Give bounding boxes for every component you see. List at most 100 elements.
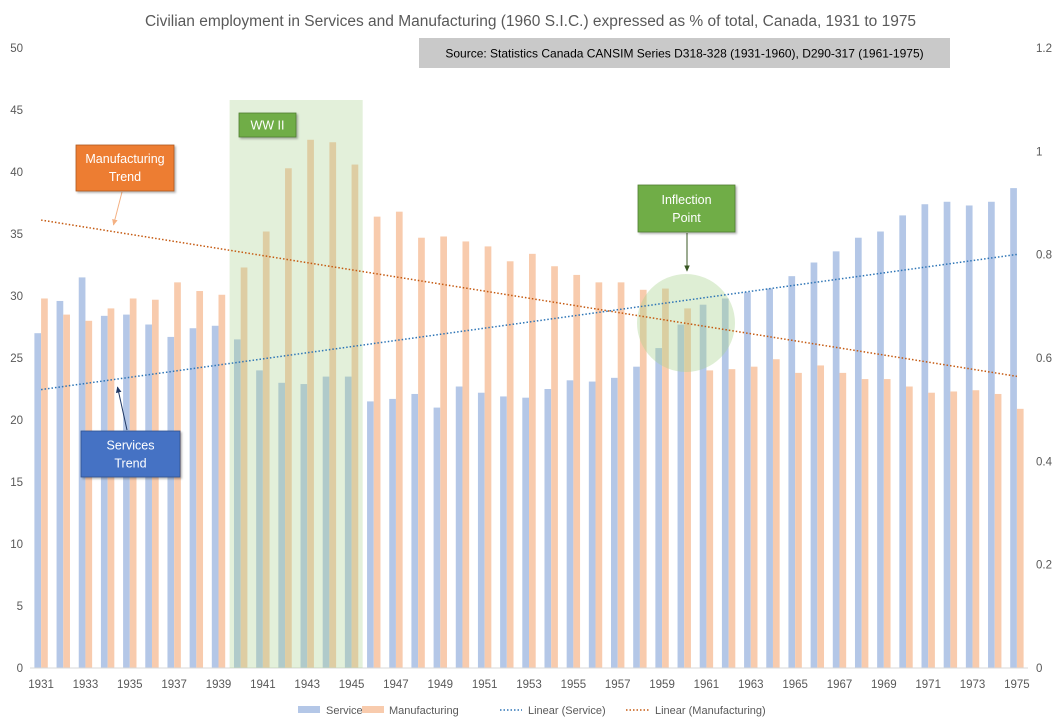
legend-label-manufacturing: Manufacturing: [389, 705, 459, 717]
manufacturing-trend-callout: Manufacturing Trend: [75, 144, 175, 226]
service-bar: [189, 328, 197, 668]
x-tick-label: 1959: [649, 679, 675, 691]
service-bar: [123, 314, 130, 668]
inflection-highlight-circle: [637, 274, 735, 372]
legend-label-linear-manufacturing: Linear (Manufacturing): [655, 705, 766, 717]
x-tick-label: 1973: [960, 679, 986, 691]
service-bar: [256, 370, 263, 668]
manufacturing-bar: [817, 365, 825, 668]
service-bar: [455, 386, 463, 668]
y2-tick-label: 0.8: [1036, 250, 1052, 262]
service-bar: [211, 325, 219, 668]
service-bar: [699, 304, 707, 668]
manufacturing-bar: [529, 253, 536, 668]
service-bar: [766, 288, 773, 668]
x-tick-label: 1935: [117, 679, 143, 691]
source-note-box: [419, 38, 950, 68]
y2-tick-label: 0.4: [1036, 456, 1053, 468]
manufacturing-bar: [1016, 408, 1024, 668]
service-bar: [344, 376, 352, 668]
manufacturing-bar: [462, 241, 470, 668]
manufacturing-bar: [994, 393, 1002, 668]
y2-tick-label: 1.2: [1036, 43, 1052, 55]
service-bar: [588, 381, 596, 668]
x-tick-label: 1965: [782, 679, 808, 691]
legend-swatch-service: [298, 706, 320, 713]
x-tick-label: 1943: [294, 679, 320, 691]
manufacturing-bar: [617, 282, 625, 668]
x-axis: 1931 1933 1935 1937 1939 1941 1943 1945 1947 1949…: [28, 679, 1029, 691]
x-tick-label: 1949: [427, 679, 453, 691]
y-tick-label: 20: [10, 415, 23, 427]
x-tick-label: 1951: [472, 679, 498, 691]
legend: Service Manufacturing Linear (Service) L…: [298, 705, 766, 717]
manufacturing-bar: [861, 379, 869, 668]
plot-area: [30, 139, 1028, 669]
manufacturing-bar: [906, 386, 913, 668]
service-bar: [788, 276, 796, 668]
x-tick-label: 1937: [161, 679, 187, 691]
legend-swatch-manufacturing: [362, 706, 384, 713]
inflection-point-label-line-2: Point: [672, 211, 701, 225]
legend-label-linear-service: Linear (Service): [528, 705, 606, 717]
legend-item-service: Service: [298, 705, 363, 717]
x-tick-label: 1933: [73, 679, 99, 691]
legend-item-manufacturing: Manufacturing: [362, 705, 459, 717]
manufacturing-bar: [196, 291, 204, 668]
manufacturing-bar: [351, 164, 359, 668]
legend-label-service: Service: [326, 705, 363, 717]
manufacturing-bar: [240, 267, 248, 668]
x-tick-label: 1963: [738, 679, 764, 691]
manufacturing-bar: [506, 261, 514, 668]
inflection-point-box: [637, 184, 736, 233]
y-tick-label: 50: [10, 43, 23, 55]
services-trend-callout: Services Trend: [80, 386, 181, 478]
service-bar: [500, 396, 507, 668]
service-bar: [278, 382, 286, 668]
manufacturing-bar: [218, 294, 226, 668]
manufacturing-bar: [950, 391, 958, 668]
service-bar: [145, 324, 152, 668]
manufacturing-bar: [373, 216, 381, 668]
services-trend-label-line-2: Trend: [114, 457, 146, 471]
manufacturing-trend-arrow: [112, 191, 123, 226]
service-bar: [633, 366, 640, 668]
y2-tick-label: 1: [1036, 146, 1042, 158]
service-bar: [477, 392, 485, 668]
y-tick-label: 45: [10, 105, 23, 117]
service-bar: [832, 251, 840, 669]
service-bar: [100, 315, 108, 668]
manufacturing-bar: [706, 370, 714, 668]
y2-tick-label: 0.2: [1036, 560, 1052, 572]
inflection-point-label-line-1: Inflection: [661, 193, 711, 207]
manufacturing-bar: [839, 372, 847, 668]
manufacturing-bar: [883, 379, 891, 668]
manufacturing-bar: [484, 246, 492, 668]
legend-item-linear-manufacturing: Linear (Manufacturing): [626, 705, 766, 717]
manufacturing-bar: [262, 231, 270, 668]
service-bar: [1010, 188, 1017, 668]
x-tick-label: 1953: [516, 679, 542, 691]
service-bar: [544, 389, 552, 668]
service-bar: [721, 298, 729, 668]
service-bars: [34, 188, 1017, 669]
service-bar: [921, 204, 929, 669]
y-tick-label: 35: [10, 229, 23, 241]
service-bar: [56, 300, 64, 668]
manufacturing-bar: [795, 372, 802, 668]
y-tick-label: 25: [10, 353, 23, 365]
x-tick-label: 1957: [605, 679, 631, 691]
x-tick-label: 1947: [383, 679, 409, 691]
manufacturing-bar: [684, 308, 691, 668]
source-note-text: Source: Statistics Canada CANSIM Series …: [445, 47, 923, 61]
service-bar: [389, 398, 396, 668]
service-bar: [411, 393, 419, 668]
service-bar: [566, 380, 574, 668]
service-bar: [899, 215, 907, 668]
x-tick-label: 1931: [28, 679, 54, 691]
service-bar: [300, 384, 308, 668]
manufacturing-bar: [750, 366, 758, 668]
y-tick-label: 40: [10, 167, 23, 179]
ww2-label-box: [238, 112, 297, 138]
